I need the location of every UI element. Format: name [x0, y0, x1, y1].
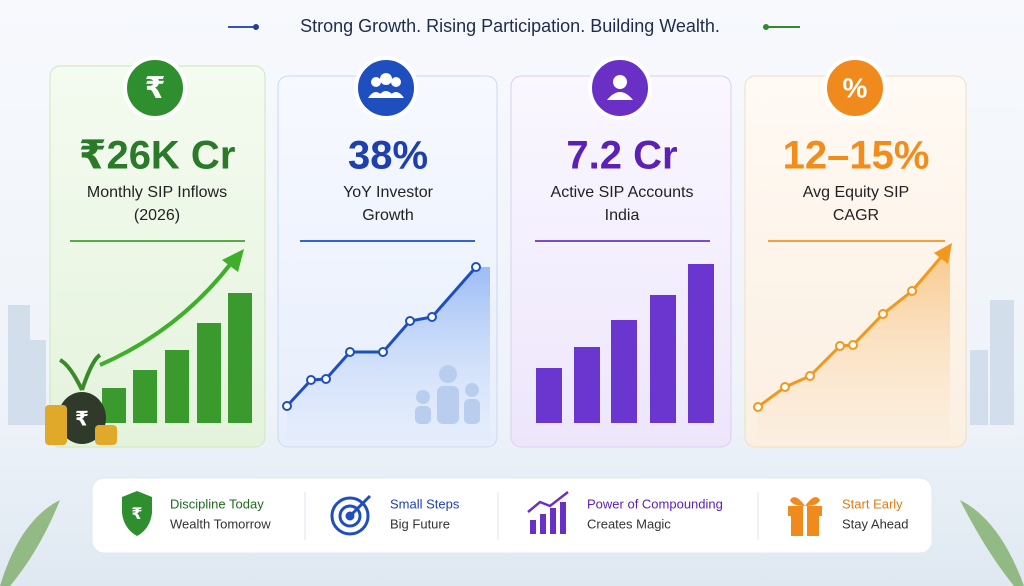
decor-dots: [753, 286, 917, 412]
card-label: CAGR: [833, 207, 879, 224]
footer-icon: [788, 497, 822, 536]
footer-subtitle: Big Future: [390, 516, 450, 531]
card-label: Active SIP Accounts: [551, 184, 694, 201]
decor-arrow-head: [222, 249, 244, 272]
money-bag: ₹: [45, 353, 117, 445]
card-value: 7.2 Cr: [566, 134, 677, 178]
header-deco: [253, 24, 259, 30]
footer-title: Power of Compounding: [587, 496, 723, 511]
decor-bars: [536, 264, 714, 423]
card-icon: [123, 56, 187, 120]
footer-icon: [527, 491, 569, 534]
svg-text:₹: ₹: [75, 408, 89, 430]
card-value: 12–15%: [783, 134, 930, 178]
card-value: ₹26K Cr: [79, 134, 236, 178]
card-icon: [354, 56, 418, 120]
card-label: Avg Equity SIP: [803, 184, 909, 201]
footer-subtitle: Creates Magic: [587, 516, 671, 531]
decor-people: [415, 365, 480, 424]
decor-arrow-head: [934, 243, 952, 264]
footer-icon: [330, 494, 372, 536]
footer-icon-glyph: ₹: [131, 506, 142, 523]
card-label: (2026): [134, 207, 180, 224]
card-icon-glyph: %: [843, 72, 868, 103]
skyline: [8, 300, 1014, 425]
card-icon-glyph: ₹: [145, 72, 166, 105]
header-title: Strong Growth. Rising Participation. Bui…: [300, 16, 720, 36]
card-label: India: [605, 207, 640, 224]
footer-title: Small Steps: [390, 496, 460, 511]
leaves: [0, 500, 1024, 586]
card-icon: [823, 56, 887, 120]
footer-subtitle: Wealth Tomorrow: [170, 516, 271, 531]
card-label: Monthly SIP Inflows: [87, 184, 227, 201]
card-value: 38%: [348, 134, 428, 178]
footer-subtitle: Stay Ahead: [842, 516, 909, 531]
card-label: YoY Investor: [343, 184, 434, 201]
footer-panel: [91, 477, 933, 554]
footer-title: Start Early: [842, 496, 903, 511]
footer-dividers: [304, 492, 759, 540]
card-icon-glyph: [607, 75, 633, 100]
card-icon-glyph: [368, 73, 404, 98]
footer-icon: [122, 491, 152, 536]
footer-title: Discipline Today: [170, 496, 264, 511]
card-label: Growth: [362, 207, 414, 224]
header-deco: [763, 24, 769, 30]
decor-dots: [282, 262, 481, 411]
decor-arrow: [99, 260, 234, 367]
decor-bars: [102, 293, 252, 423]
